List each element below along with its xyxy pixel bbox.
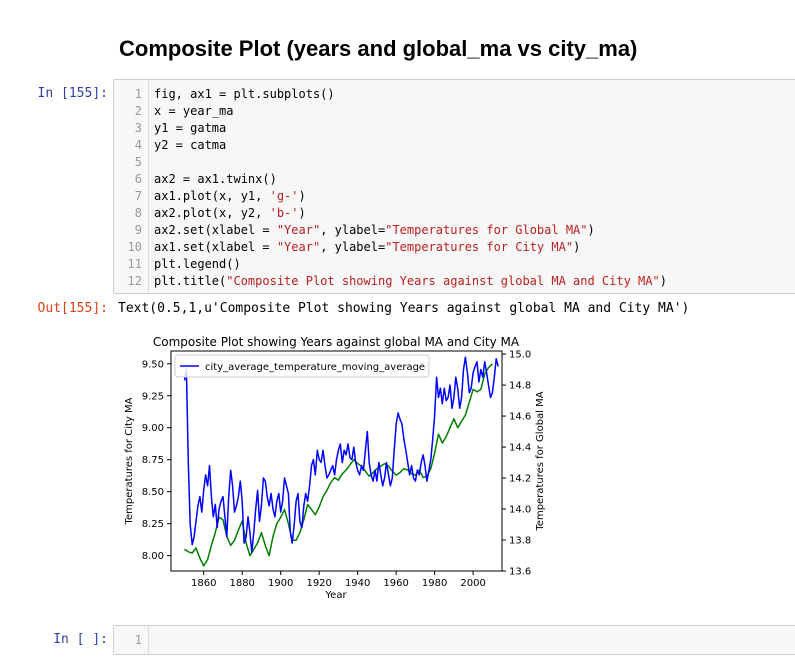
left-y-axis-label: Temperatures for City MA	[124, 397, 135, 525]
code-token: ax2.plot(x, y2,	[154, 206, 270, 220]
composite-plot: Composite Plot showing Years against glo…	[124, 335, 546, 601]
chart-title: Composite Plot showing Years against glo…	[153, 335, 520, 349]
line-number: 8	[134, 206, 142, 220]
code-text: ax1.plot(x, y1, 'g-')	[154, 188, 306, 205]
line-number: 2	[134, 104, 142, 118]
string-literal: 'g-'	[269, 189, 299, 203]
code-text: ax1.set(xlabel = "Year", ylabel="Tempera…	[154, 239, 580, 256]
line-number: 5	[134, 155, 142, 169]
left-y-tick-label: 8.75	[142, 455, 164, 466]
code-text: plt.title("Composite Plot showing Years …	[154, 273, 667, 290]
right-y-tick-label: 14.2	[509, 474, 531, 485]
string-literal: "Year"	[276, 223, 321, 237]
left-y-tick-label: 9.00	[142, 423, 164, 434]
line-number-gutter	[114, 626, 149, 654]
line-number: 1	[134, 87, 142, 101]
string-literal: "Year"	[276, 240, 321, 254]
string-literal: "Composite Plot showing Years against gl…	[226, 274, 660, 288]
plot-frame	[170, 350, 503, 572]
x-axis-label: Year	[324, 590, 347, 601]
code-token: ax2.set(xlabel =	[154, 223, 277, 237]
empty-cell-prompt: In [ ]:	[53, 632, 108, 647]
code-token: )	[587, 223, 595, 237]
output-prompt: Out[155]:	[37, 301, 108, 316]
code-token: plt.legend()	[154, 257, 241, 271]
line-number: 10	[127, 240, 142, 254]
right-y-tick-label: 14.6	[509, 412, 531, 423]
line-number: 3	[134, 121, 142, 135]
code-token: ax1.plot(x, y1,	[154, 189, 270, 203]
x-tick-label: 2000	[460, 578, 485, 589]
section-heading: Composite Plot (years and global_ma vs c…	[119, 36, 638, 61]
right-y-tick-label: 14.8	[509, 381, 531, 392]
output-text: Text(0.5,1,u'Composite Plot showing Year…	[118, 301, 690, 316]
left-y-tick-label: 9.25	[142, 391, 164, 402]
x-tick-label: 1960	[383, 578, 408, 589]
code-token: )	[298, 206, 306, 220]
code-token: )	[573, 240, 581, 254]
code-token: y1 = gatma	[154, 121, 227, 135]
x-tick-label: 1920	[306, 578, 331, 589]
left-y-tick-label: 8.50	[142, 487, 164, 498]
code-text: ax2.plot(x, y2, 'b-')	[154, 205, 306, 222]
series-line-global	[184, 363, 493, 567]
input-prompt: In [155]:	[37, 86, 108, 101]
right-y-axis-label: Temperatures for Global MA	[535, 391, 546, 531]
right-y-tick-label: 14.0	[509, 505, 531, 516]
code-token: ax2 = ax1.twinx()	[154, 172, 277, 186]
code-token: )	[298, 189, 306, 203]
code-token: plt.title(	[154, 274, 227, 288]
line-number: 6	[134, 172, 142, 186]
code-text: ax2.set(xlabel = "Year", ylabel="Tempera…	[154, 222, 595, 239]
code-token: , ylabel=	[320, 223, 386, 237]
x-tick-label: 1940	[345, 578, 370, 589]
x-tick-label: 1980	[422, 578, 447, 589]
right-y-tick-label: 15.0	[509, 350, 531, 361]
string-literal: 'b-'	[269, 206, 299, 220]
left-y-tick-label: 8.25	[142, 519, 164, 530]
code-token: ax1.set(xlabel =	[154, 240, 277, 254]
code-text: plt.legend()	[154, 256, 241, 273]
line-number: 11	[127, 257, 142, 271]
code-token: )	[659, 274, 667, 288]
code-cell-input[interactable]: 1 fig, ax1 = plt.subplots() 2 x = year_ma 3 y…	[113, 79, 795, 294]
code-text: fig, ax1 = plt.subplots()	[154, 86, 335, 103]
x-tick-label: 1900	[268, 578, 293, 589]
code-token: y2 = catma	[154, 138, 227, 152]
series-line-city	[183, 356, 499, 554]
left-y-tick-label: 8.00	[142, 551, 164, 562]
line-number: 4	[134, 138, 142, 152]
code-text: ax2 = ax1.twinx()	[154, 171, 277, 188]
string-literal: "Temperatures for City MA"	[385, 240, 574, 254]
code-text: x = year_ma	[154, 103, 233, 120]
left-y-tick-label: 9.50	[142, 359, 164, 370]
code-text: y2 = catma	[154, 137, 226, 154]
code-token: , ylabel=	[320, 240, 386, 254]
legend-box	[174, 354, 430, 378]
code-token: x = year_ma	[154, 104, 234, 118]
code-token: fig, ax1 = plt.subplots()	[154, 87, 335, 101]
line-number: 12	[127, 274, 142, 288]
x-tick-label: 1860	[191, 578, 216, 589]
line-number: 7	[134, 189, 142, 203]
empty-code-cell[interactable]: 1	[113, 625, 795, 655]
x-tick-label: 1880	[229, 578, 254, 589]
line-number: 1	[134, 633, 142, 647]
line-number: 9	[134, 223, 142, 237]
legend-label: city_average_temperature_moving_average	[205, 362, 425, 373]
right-y-tick-label: 13.6	[509, 567, 531, 578]
string-literal: "Temperatures for Global MA"	[385, 223, 588, 237]
line-number-gutter	[114, 80, 149, 293]
right-y-tick-label: 13.8	[509, 536, 531, 547]
code-text: y1 = gatma	[154, 120, 226, 137]
right-y-tick-label: 14.4	[509, 443, 531, 454]
